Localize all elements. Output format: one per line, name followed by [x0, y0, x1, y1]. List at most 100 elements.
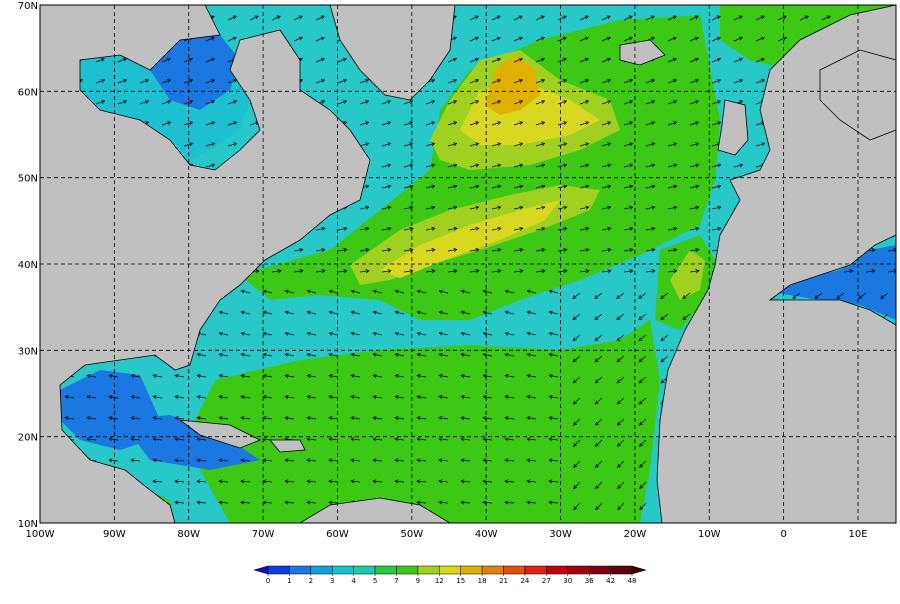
- wind-arrow: [755, 36, 765, 42]
- wind-arrow: [372, 310, 383, 315]
- wind-arrow: [572, 418, 581, 426]
- wind-arrow: [416, 331, 427, 336]
- wind-arrow: [513, 248, 524, 252]
- wind-arrow: [579, 163, 590, 168]
- wind-arrow: [262, 310, 273, 315]
- wind-arrow: [183, 142, 194, 147]
- wind-arrow: [638, 313, 647, 321]
- wind-arrow: [513, 142, 524, 147]
- colorbar-label: 30: [563, 577, 572, 585]
- colorbar-swatch: [503, 565, 526, 575]
- wind-arrow: [240, 395, 251, 399]
- wind-arrow: [337, 57, 348, 63]
- wind-arrow: [601, 184, 612, 189]
- wind-arrow: [425, 100, 436, 105]
- wind-arrow: [381, 205, 392, 210]
- wind-arrow: [196, 395, 207, 399]
- lon-label: 60W: [326, 529, 349, 540]
- wind-arrow: [328, 458, 339, 463]
- wind-arrow: [504, 310, 515, 315]
- wind-arrow: [645, 15, 655, 21]
- lat-label: 40N: [18, 260, 38, 271]
- wind-arrow: [548, 373, 559, 378]
- wind-arrow: [504, 479, 515, 484]
- wind-arrow: [205, 100, 216, 105]
- wind-arrow: [491, 36, 501, 42]
- wind-arrow: [240, 500, 251, 505]
- wind-arrow: [667, 269, 678, 274]
- wind-arrow: [504, 289, 515, 294]
- wind-arrow: [667, 57, 678, 63]
- wind-arrow: [284, 373, 295, 378]
- wind-arrow: [711, 226, 722, 231]
- wind-arrow: [638, 397, 647, 405]
- wind-arrow: [682, 313, 691, 321]
- wind-arrow: [350, 416, 361, 421]
- wind-arrow: [504, 373, 515, 378]
- wind-arrow: [858, 292, 867, 299]
- wind-arrow: [240, 458, 251, 463]
- wind-arrow: [513, 15, 523, 21]
- colorbar-label: 0: [266, 577, 270, 585]
- axis-labels: 100W 90W 80W 70W 60W 50W 40W 30W 20W 10W 0 10E 70N 60…: [18, 1, 868, 540]
- wind-arrow: [526, 458, 537, 463]
- wind-arrow: [359, 226, 370, 231]
- wind-arrow: [425, 269, 436, 274]
- wind-arrow: [660, 292, 669, 299]
- wind-arrow: [394, 479, 405, 484]
- wind-arrow: [86, 373, 97, 378]
- wind-arrow: [86, 395, 97, 399]
- wind-arrow: [447, 226, 458, 231]
- wind-arrow: [328, 416, 339, 421]
- wind-arrow: [447, 142, 458, 147]
- wind-arrow: [240, 331, 251, 336]
- wind-arrow: [594, 292, 603, 299]
- wind-arrow: [491, 205, 502, 210]
- wind-arrow: [594, 355, 603, 363]
- wind-arrow: [394, 437, 405, 442]
- wind-arrow: [526, 289, 537, 294]
- wind-arrow: [689, 15, 699, 21]
- wind-arrow: [733, 163, 744, 168]
- wind-arrow: [196, 352, 207, 357]
- wind-arrow: [579, 269, 590, 274]
- colorbar-label: 9: [416, 577, 420, 585]
- wind-arrow: [799, 15, 809, 21]
- wind-arrow: [337, 78, 348, 84]
- wind-arrow: [513, 36, 523, 42]
- wind-arrow: [416, 373, 427, 378]
- wind-arrow: [579, 57, 590, 63]
- wind-arrow: [306, 458, 317, 463]
- wind-arrow: [425, 205, 436, 210]
- wind-arrow: [557, 226, 568, 231]
- lat-label: 50N: [18, 174, 38, 185]
- wind-arrow: [130, 437, 141, 442]
- wind-arrow: [372, 352, 383, 357]
- wind-arrow: [535, 269, 546, 274]
- wind-arrow: [594, 397, 603, 405]
- wind-arrow: [218, 479, 229, 484]
- wind-arrow: [601, 269, 612, 274]
- wind-arrow: [64, 395, 75, 399]
- wind-arrow: [394, 416, 405, 421]
- wind-arrow: [293, 36, 303, 42]
- wind-arrow: [403, 100, 414, 105]
- wind-arrow: [438, 437, 449, 442]
- wind-arrow: [328, 395, 339, 399]
- wind-arrow: [733, 15, 743, 21]
- wind-arrow: [218, 416, 229, 421]
- colorbar-swatch: [588, 565, 611, 575]
- wind-arrow: [86, 416, 97, 421]
- wind-arrow: [240, 479, 251, 484]
- wind-arrow: [262, 331, 273, 336]
- wind-arrow: [639, 460, 647, 468]
- wind-arrow: [667, 15, 677, 21]
- wind-arrow: [616, 439, 625, 447]
- wind-arrow: [535, 205, 546, 210]
- wind-arrow: [469, 226, 480, 231]
- wind-arrow: [469, 248, 480, 252]
- colorbar-swatch: [524, 565, 547, 575]
- wind-arrow: [557, 100, 568, 105]
- wind-arrow: [645, 248, 656, 252]
